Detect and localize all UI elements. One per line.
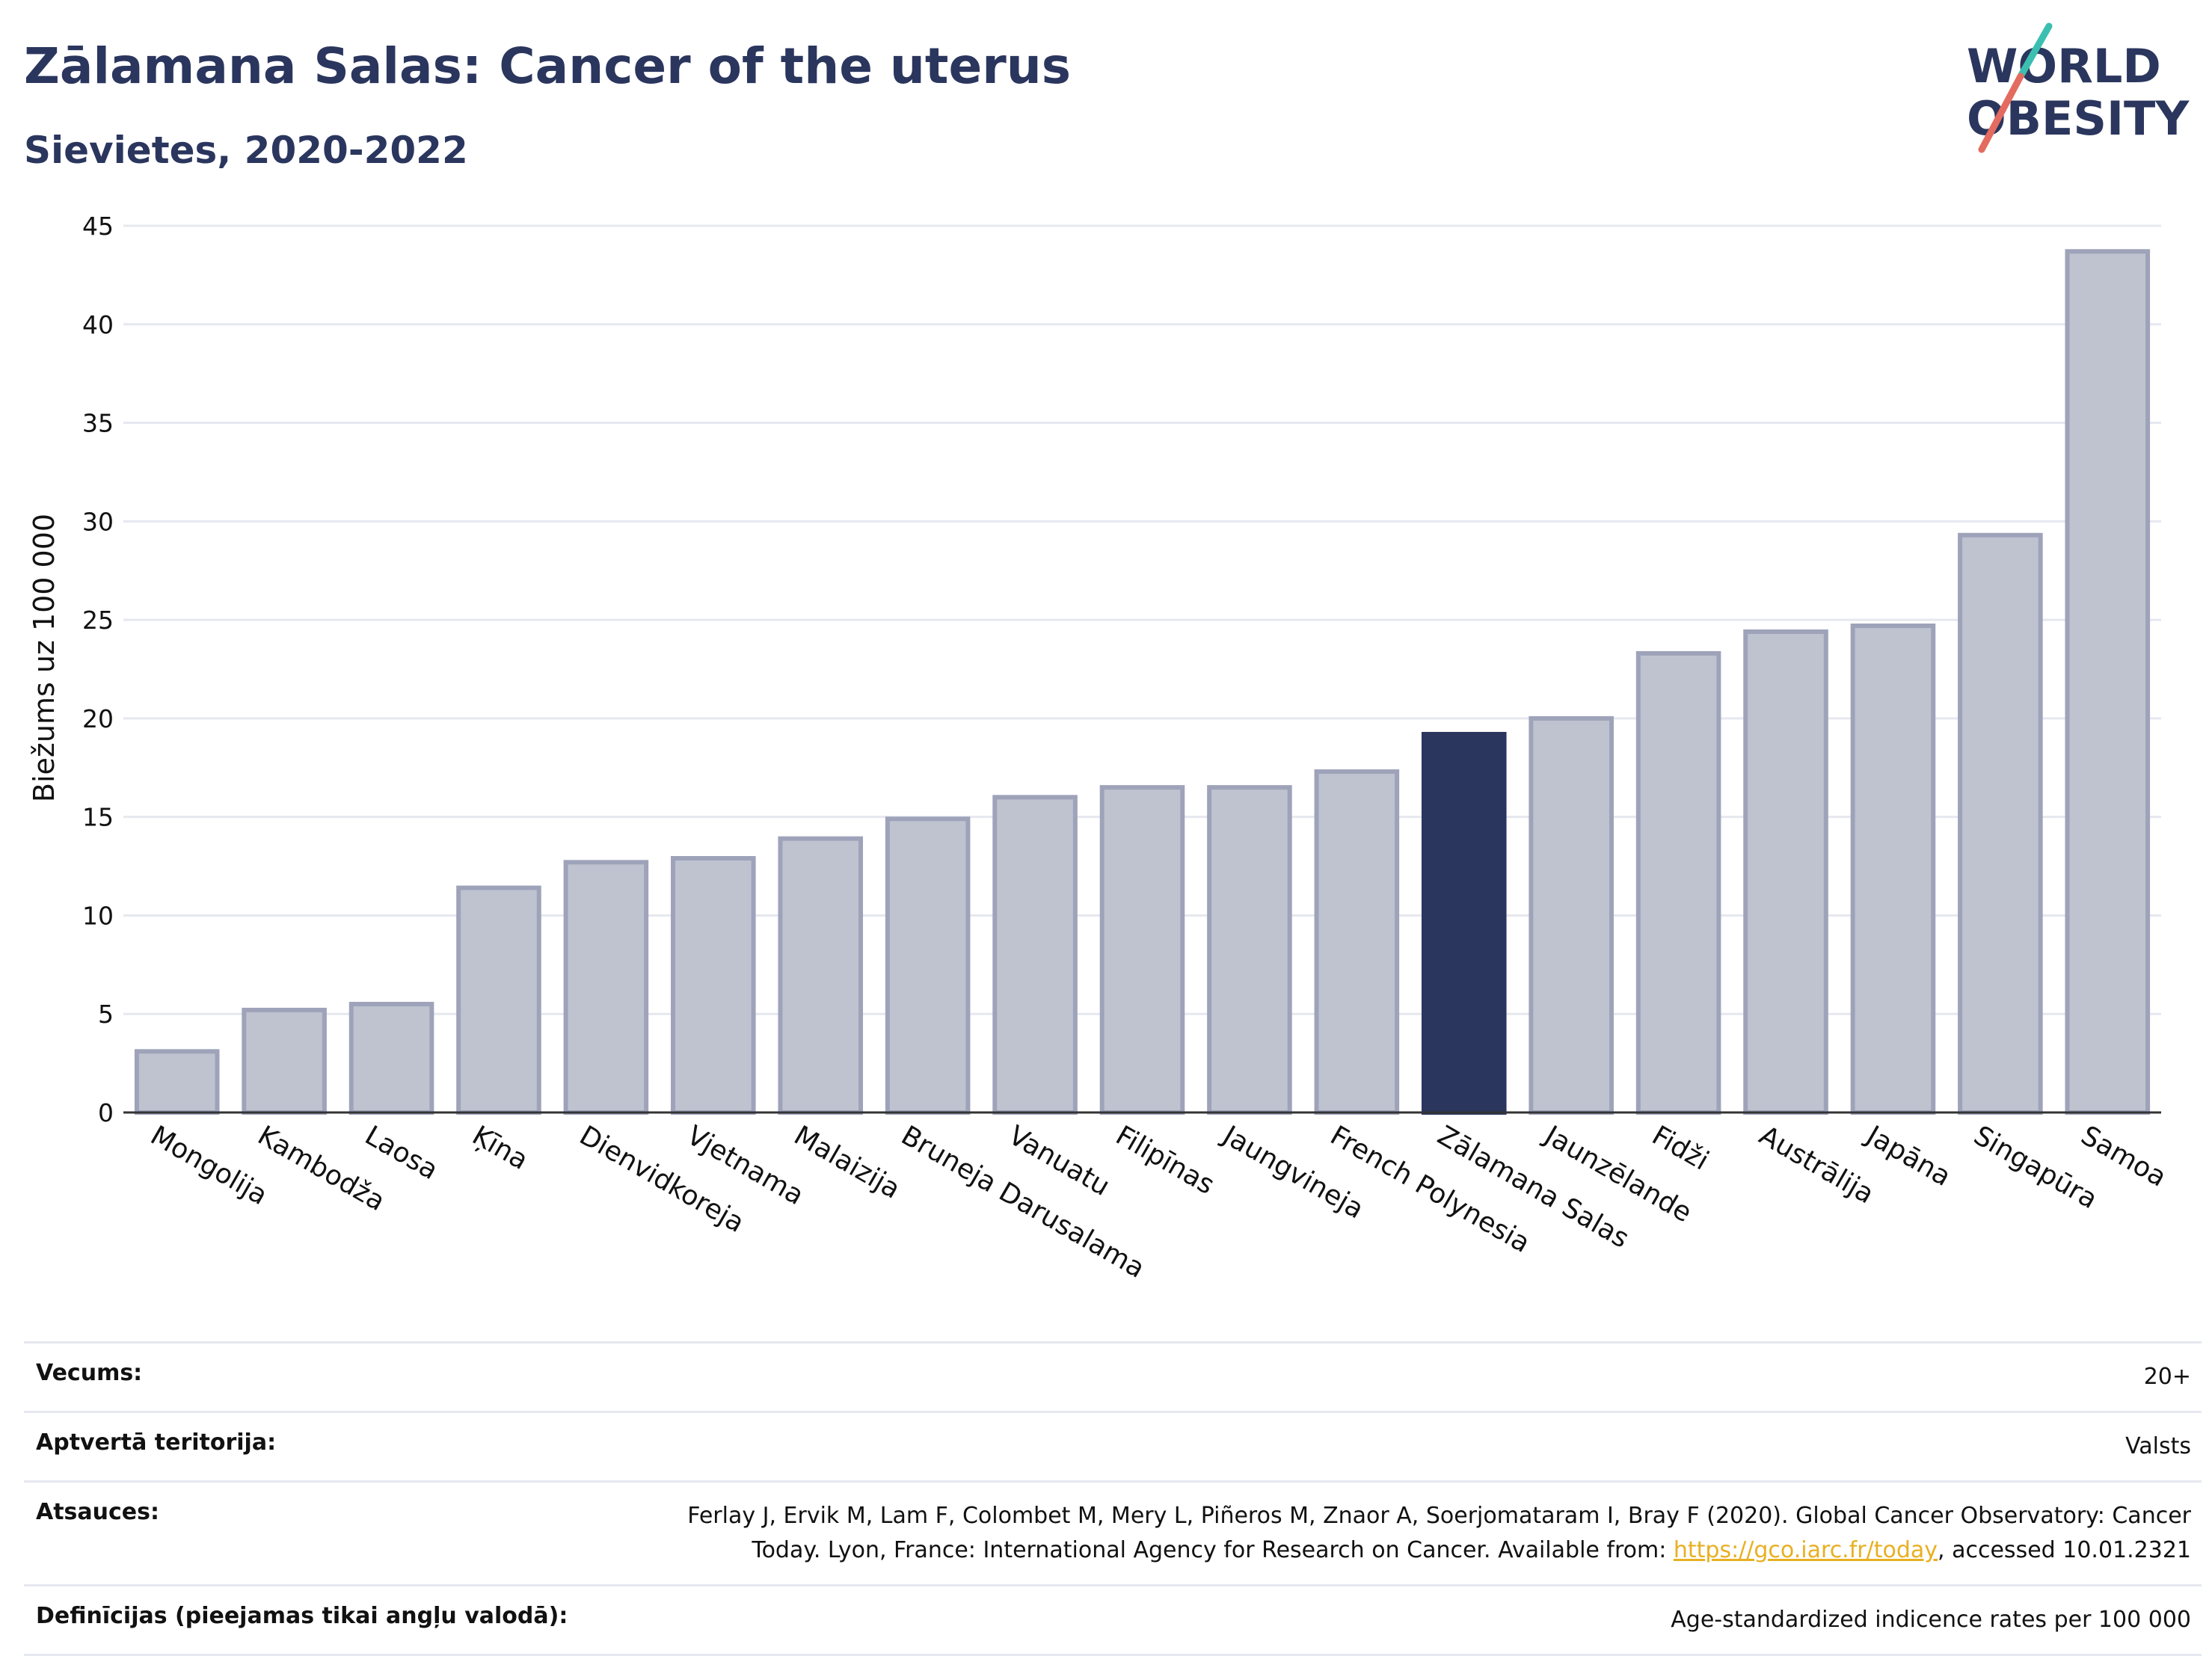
meta-label: Definīcijas (pieejamas tikai angļu valod… [36, 1603, 568, 1629]
meta-row-coverage: Aptvertā teritorija: Valsts [24, 1411, 2202, 1480]
meta-label: Atsauces: [36, 1499, 159, 1525]
chart-subtitle: Sievietes, 2020-2022 [24, 129, 468, 172]
y-tick-label: 0 [98, 1098, 114, 1127]
reference-line-1: Ferlay J, Ervik M, Lam F, Colombet M, Me… [687, 1503, 2191, 1529]
y-tick-label: 40 [82, 310, 114, 339]
reference-link[interactable]: https://gco.iarc.fr/today [1673, 1537, 1938, 1563]
x-tick-label: Laosa [360, 1120, 443, 1186]
metadata-table: Vecums: 20+ Aptvertā teritorija: Valsts … [24, 1341, 2202, 1656]
x-tick-label: Fidži [1647, 1120, 1714, 1176]
y-tick-label: 20 [82, 704, 114, 733]
bar-7[interactable] [885, 816, 971, 1115]
y-tick-label: 30 [82, 507, 114, 536]
x-tick-label: Austrālija [1754, 1120, 1879, 1210]
bar-3[interactable] [456, 885, 541, 1115]
x-tick-label: Mongolija [145, 1120, 272, 1211]
y-axis-ticks: 0 5 10 15 20 25 30 35 40 45 [82, 212, 114, 1127]
reference-accessed: , accessed 10.01.2321 [1938, 1537, 2191, 1563]
y-tick-label: 35 [82, 409, 114, 438]
bar-0[interactable] [134, 1049, 220, 1115]
meta-row-age: Vecums: 20+ [24, 1341, 2202, 1411]
bar-16[interactable] [1850, 624, 1936, 1115]
bar-5[interactable] [671, 856, 756, 1115]
bar-17[interactable] [1958, 532, 2043, 1115]
meta-row-definitions: Definīcijas (pieejamas tikai angļu valod… [24, 1584, 2202, 1656]
y-axis-label: Biežums uz 100 000 [28, 514, 61, 802]
logo-slash-teal [2017, 22, 2053, 80]
y-tick-label: 5 [98, 1000, 114, 1029]
bar-18[interactable] [2065, 249, 2151, 1115]
meta-value: Valsts [2125, 1433, 2191, 1459]
bar-8[interactable] [992, 795, 1078, 1115]
meta-label: Aptvertā teritorija: [36, 1429, 277, 1456]
bar-13[interactable] [1529, 715, 1614, 1115]
bar-15[interactable] [1743, 629, 1828, 1115]
meta-value: 20+ [2143, 1364, 2191, 1390]
bars [134, 249, 2151, 1115]
logo-line1: WORLD [1967, 39, 2161, 93]
world-obesity-logo: WORLD OBESITY [1967, 22, 2190, 153]
y-tick-label: 10 [82, 901, 114, 930]
logo-line2: OBESITY [1967, 91, 2190, 146]
y-tick-label: 25 [82, 606, 114, 635]
x-tick-label: Filipīnas [1110, 1120, 1220, 1201]
bar-12[interactable] [1421, 731, 1507, 1115]
meta-row-references: Atsauces: Ferlay J, Ervik M, Lam F, Colo… [24, 1480, 2202, 1584]
bar-6[interactable] [778, 836, 864, 1115]
reference-line-2: Today. Lyon, France: International Agenc… [752, 1537, 1674, 1563]
bar-4[interactable] [563, 860, 649, 1115]
chart-title: Zālamana Salas: Cancer of the uterus [24, 37, 1072, 95]
bar-1[interactable] [242, 1007, 327, 1115]
bar-2[interactable] [348, 1002, 434, 1115]
bar-14[interactable] [1635, 650, 1721, 1115]
x-tick-label: Malaizija [789, 1120, 906, 1205]
logo-slash-red [1978, 73, 2024, 153]
x-tick-label: Ķīna [467, 1120, 532, 1176]
bar-11[interactable] [1314, 769, 1400, 1115]
meta-value: Age-standardized indicence rates per 100… [1671, 1607, 2191, 1633]
y-tick-label: 15 [82, 803, 114, 832]
bar-10[interactable] [1207, 785, 1292, 1115]
x-tick-label: French Polynesia [1325, 1120, 1535, 1259]
meta-label: Vecums: [36, 1360, 143, 1386]
meta-value: Ferlay J, Ervik M, Lam F, Colombet M, Me… [687, 1499, 2191, 1568]
y-tick-label: 45 [82, 212, 114, 241]
bar-9[interactable] [1099, 785, 1185, 1115]
